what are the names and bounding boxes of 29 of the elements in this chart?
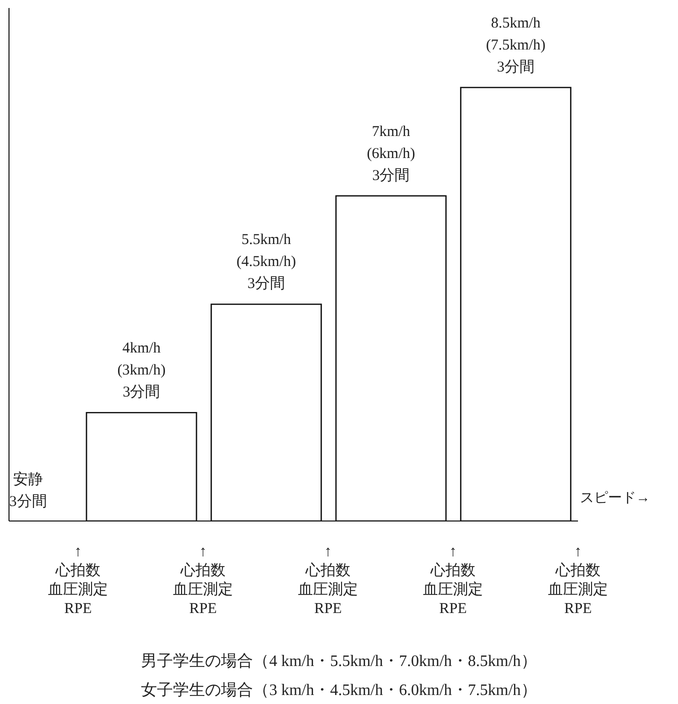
text: 心拍数	[54, 562, 102, 581]
text: 血圧測定	[547, 581, 609, 600]
text: 女子学生の場合（3 km/h・4.5km/h・6.0km/h・7.5km/h）	[140, 680, 538, 701]
text: RPE	[313, 600, 343, 619]
annotation: 安静	[12, 470, 44, 490]
text: ↑	[198, 543, 208, 562]
text: 心拍数	[179, 562, 226, 581]
data-label: 4km/h (3km/h) 3分間	[117, 340, 166, 401]
text: 心拍数	[429, 562, 476, 581]
text: 男子学生の場合（4 km/h・5.5km/h・7.0km/h・8.5km/h）	[140, 652, 538, 672]
text: ↑	[448, 543, 458, 562]
annotation: 3分間	[8, 493, 48, 512]
data-label: 8.5km/h (7.5km/h) 3分間	[486, 15, 546, 76]
text: 心拍数	[554, 562, 602, 581]
x-axis-title: スピード→	[580, 490, 650, 507]
data-label: 7km/h (6km/h) 3分間	[366, 124, 416, 184]
text: RPE	[188, 600, 218, 619]
text: 血圧測定	[47, 581, 109, 600]
text: RPE	[438, 600, 468, 619]
text: 心拍数	[304, 562, 352, 581]
text: 血圧測定	[422, 581, 484, 600]
text: ↑	[73, 543, 83, 562]
text: RPE	[563, 600, 593, 619]
text: 血圧測定	[172, 581, 234, 600]
text: ↑	[573, 543, 583, 562]
data-label: 5.5km/h (4.5km/h) 3分間	[236, 232, 296, 292]
text: 血圧測定	[297, 581, 359, 600]
text: ↑	[323, 543, 333, 562]
text: RPE	[63, 600, 93, 619]
